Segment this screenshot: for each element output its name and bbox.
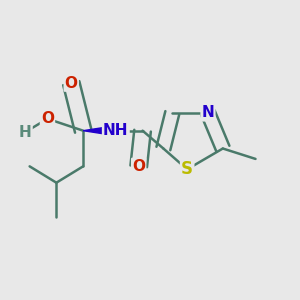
- Text: N: N: [202, 105, 214, 120]
- Text: S: S: [181, 160, 193, 178]
- Text: NH: NH: [103, 123, 129, 138]
- Text: O: O: [132, 159, 145, 174]
- Polygon shape: [83, 127, 108, 134]
- Text: O: O: [65, 76, 78, 91]
- Text: H: H: [19, 125, 31, 140]
- Text: O: O: [41, 111, 54, 126]
